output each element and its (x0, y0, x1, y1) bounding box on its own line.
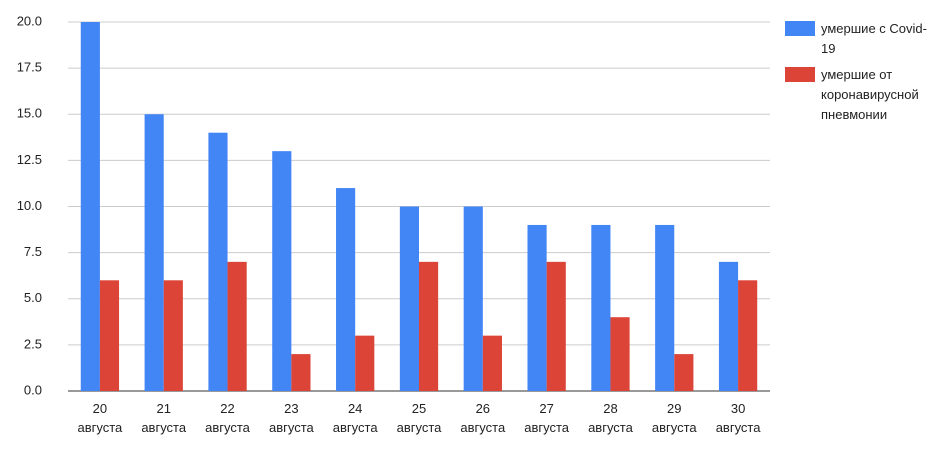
x-tick-label: 22 августа (205, 401, 251, 435)
x-tick-label: 25 августа (397, 401, 443, 435)
bar (610, 317, 630, 391)
bar (208, 132, 228, 391)
bar (463, 206, 483, 391)
x-tick-label: 27 августа (524, 401, 570, 435)
bar (738, 280, 758, 391)
x-tick-label: 23 августа (269, 401, 315, 435)
x-tick-label: 24 августа (333, 401, 379, 435)
x-tick-label: 29 августа (652, 401, 698, 435)
bar (718, 261, 739, 391)
legend-item: умершие от коронавирусной пневмонии (785, 65, 940, 125)
y-tick-label: 2.5 (24, 336, 42, 351)
bar (419, 261, 439, 391)
y-tick-label: 20.0 (17, 13, 42, 28)
legend-item: умершие с Covid-19 (785, 19, 940, 59)
y-tick-label: 17.5 (17, 60, 42, 75)
y-tick-label: 10.0 (17, 198, 42, 213)
legend-label: умершие от коронавирусной пневмонии (821, 67, 919, 122)
bar (355, 335, 375, 391)
bar (272, 151, 292, 391)
y-tick-label: 12.5 (17, 152, 42, 167)
bar (163, 280, 183, 391)
bar (336, 188, 356, 391)
bar (482, 335, 502, 391)
legend-swatch (785, 67, 815, 82)
bar (655, 224, 675, 391)
bar (399, 206, 419, 391)
y-tick-label: 15.0 (17, 106, 42, 121)
legend: умершие с Covid-19 умершие от коронавирус… (785, 19, 940, 131)
bar (144, 114, 164, 391)
bar (546, 261, 566, 391)
bar (80, 22, 100, 391)
bar (527, 224, 547, 391)
x-tick-label: 28 августа (588, 401, 634, 435)
bar (591, 224, 611, 391)
x-tick-label: 21 августа (141, 401, 187, 435)
x-tick-label: 26 августа (460, 401, 506, 435)
legend-swatch (785, 21, 815, 36)
bar (291, 354, 311, 391)
y-tick-label: 5.0 (24, 290, 42, 305)
y-tick-label: 0.0 (24, 382, 42, 397)
x-tick-label: 20 августа (78, 401, 124, 435)
bar (674, 354, 694, 391)
legend-label: умершие с Covid-19 (821, 21, 927, 56)
x-tick-label: 30 августа (716, 401, 762, 435)
bar (227, 261, 247, 391)
y-tick-label: 7.5 (24, 244, 42, 259)
bar (99, 280, 120, 391)
